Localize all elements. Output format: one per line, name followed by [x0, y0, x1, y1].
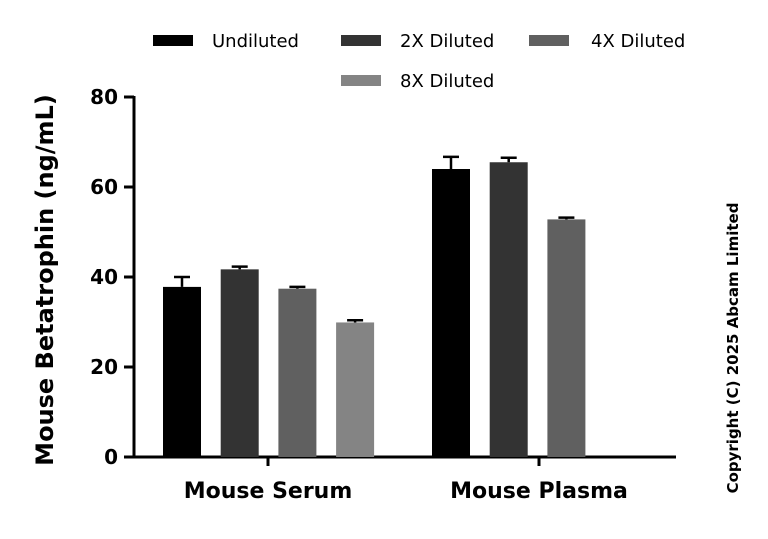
legend-swatch [341, 35, 381, 46]
y-tick-label: 40 [90, 265, 118, 289]
bar [278, 288, 317, 457]
legend: Undiluted 2X Diluted 4X Diluted 8X Diluted [153, 31, 685, 92]
y-axis-label: Mouse Betatrophin (ng/mL) [31, 94, 59, 466]
y-tick-label: 80 [90, 85, 118, 109]
legend-swatch [153, 35, 193, 46]
bar [489, 162, 528, 457]
bar [163, 286, 201, 457]
legend-swatch [529, 35, 569, 46]
bar [547, 219, 586, 457]
bar [432, 169, 470, 457]
copyright-text: Copyright (C) 2025 Abcam Limited [724, 203, 742, 494]
legend-label: 8X Diluted [400, 71, 494, 92]
plot-area: 0 20 40 60 80 Mouse Serum Mouse Plasma [90, 85, 676, 504]
bar [220, 269, 259, 457]
y-tick-label: 20 [90, 355, 118, 379]
legend-label: 4X Diluted [591, 31, 685, 52]
legend-label: Undiluted [212, 31, 299, 52]
legend-swatch [341, 75, 381, 86]
legend-label: 2X Diluted [400, 31, 494, 52]
x-tick-label: Mouse Serum [184, 479, 353, 504]
y-tick-label: 0 [104, 445, 118, 469]
x-tick-label: Mouse Plasma [450, 479, 628, 504]
bar [336, 322, 375, 457]
y-tick-label: 60 [90, 175, 118, 199]
